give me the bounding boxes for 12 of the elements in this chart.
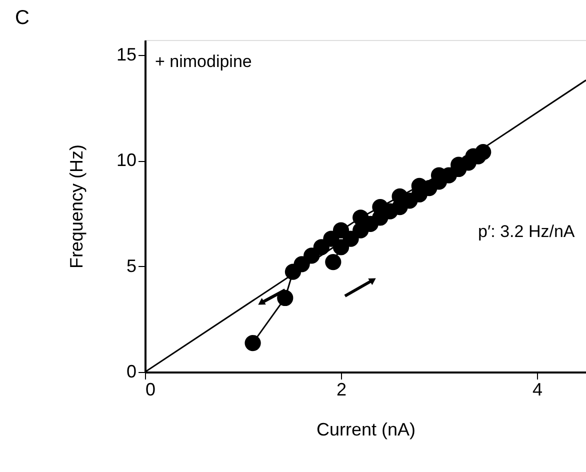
y-tick-label: 0 [126,362,136,382]
y-axis-title: Frequency (Hz) [66,144,86,269]
x-axis-title: Current (nA) [316,420,416,440]
x-tick-label: 0 [146,380,156,400]
text: C [15,7,30,29]
y-tick-label: 15 [116,44,136,64]
y-tick-label: 10 [116,150,136,170]
x-tick-label: 4 [532,380,543,400]
annotation: p′: 3.2 Hz/nA [478,222,576,241]
annotation: + nimodipine [155,52,252,71]
x-tick-label: 2 [336,380,347,400]
y-tick-label: 5 [126,256,136,276]
